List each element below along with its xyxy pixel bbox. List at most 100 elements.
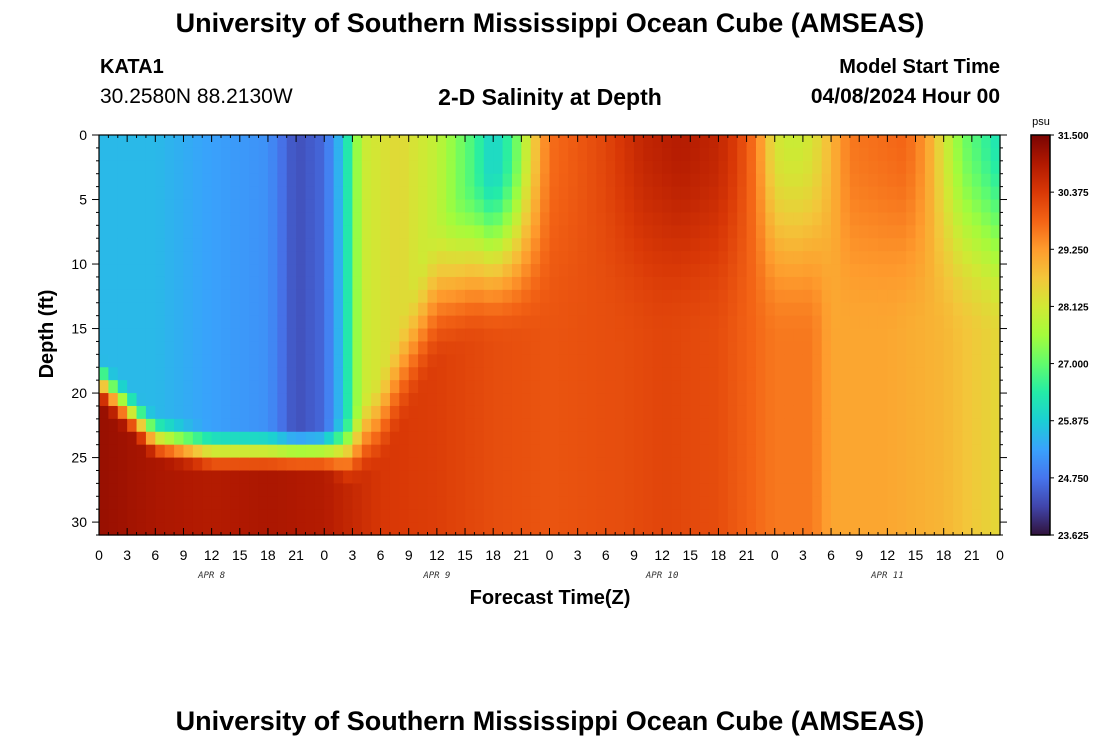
heatmap-cell bbox=[446, 302, 457, 317]
heatmap-cell bbox=[361, 173, 372, 188]
heatmap-cell bbox=[680, 405, 691, 420]
heatmap-cell bbox=[521, 186, 532, 201]
heatmap-cell bbox=[943, 367, 954, 381]
heatmap-cell bbox=[746, 160, 757, 175]
heatmap-cell bbox=[643, 238, 654, 252]
heatmap-cell bbox=[483, 418, 494, 433]
heatmap-cell bbox=[990, 315, 1001, 330]
heatmap-cell bbox=[971, 496, 982, 510]
heatmap-cell bbox=[821, 457, 832, 472]
heatmap-cell bbox=[981, 418, 992, 433]
heatmap-cell bbox=[812, 483, 823, 497]
heatmap-cell bbox=[277, 199, 288, 214]
heatmap-cell bbox=[971, 457, 982, 472]
heatmap-cell bbox=[765, 302, 776, 317]
heatmap-cell bbox=[408, 160, 419, 175]
heatmap-cell bbox=[793, 393, 804, 407]
heatmap-cell bbox=[934, 380, 945, 394]
heatmap-cell bbox=[108, 496, 119, 510]
heatmap-cell bbox=[455, 160, 466, 175]
heatmap-cell bbox=[117, 354, 128, 368]
heatmap-cell bbox=[633, 199, 644, 214]
heatmap-cell bbox=[680, 431, 691, 446]
heatmap-cell bbox=[906, 354, 917, 368]
heatmap-cell bbox=[286, 367, 297, 381]
heatmap-cell bbox=[718, 238, 729, 252]
heatmap-cell bbox=[877, 251, 888, 265]
heatmap-cell bbox=[155, 173, 166, 188]
heatmap-cell bbox=[352, 276, 363, 291]
heatmap-cell bbox=[746, 276, 757, 291]
heatmap-cell bbox=[587, 186, 598, 201]
heatmap-cell bbox=[305, 135, 316, 149]
heatmap-cell bbox=[671, 238, 682, 252]
heatmap-cell bbox=[943, 212, 954, 226]
x-tick-label: 9 bbox=[855, 547, 863, 563]
date-label: APR 11 bbox=[870, 571, 904, 581]
heatmap-cell bbox=[380, 251, 391, 265]
heatmap-cell bbox=[465, 302, 476, 317]
heatmap-cell bbox=[784, 289, 795, 304]
heatmap-cell bbox=[145, 328, 156, 343]
heatmap-cell bbox=[662, 405, 673, 420]
heatmap-cell bbox=[605, 238, 616, 252]
heatmap-cell bbox=[587, 341, 598, 355]
heatmap-cell bbox=[418, 225, 429, 239]
heatmap-cell bbox=[352, 483, 363, 497]
heatmap-cell bbox=[765, 457, 776, 472]
heatmap-cell bbox=[859, 470, 870, 484]
heatmap-cell bbox=[896, 418, 907, 433]
heatmap-cell bbox=[671, 289, 682, 304]
heatmap-cell bbox=[709, 418, 720, 433]
heatmap-cell bbox=[249, 496, 260, 510]
heatmap-cell bbox=[155, 276, 166, 291]
heatmap-cell bbox=[680, 444, 691, 459]
heatmap-cell bbox=[511, 341, 522, 355]
heatmap-cell bbox=[145, 418, 156, 433]
heatmap-cell bbox=[314, 173, 325, 188]
heatmap-cell bbox=[746, 289, 757, 304]
heatmap-cell bbox=[718, 431, 729, 446]
heatmap-cell bbox=[192, 354, 203, 368]
heatmap-cell bbox=[831, 147, 842, 162]
heatmap-cell bbox=[633, 225, 644, 239]
heatmap-cell bbox=[296, 354, 307, 368]
heatmap-cell bbox=[690, 328, 701, 343]
heatmap-cell bbox=[286, 302, 297, 317]
heatmap-cell bbox=[953, 367, 964, 381]
heatmap-cell bbox=[221, 367, 231, 381]
heatmap-cell bbox=[971, 483, 982, 497]
heatmap-cell bbox=[202, 431, 213, 446]
heatmap-cell bbox=[765, 393, 776, 407]
heatmap-cell bbox=[859, 135, 870, 149]
heatmap-cell bbox=[540, 431, 551, 446]
heatmap-cell bbox=[699, 496, 710, 510]
heatmap-cell bbox=[136, 302, 147, 317]
heatmap-cell bbox=[249, 315, 260, 330]
heatmap-cell bbox=[793, 328, 804, 343]
heatmap-cell bbox=[305, 173, 316, 188]
heatmap-cell bbox=[127, 431, 138, 446]
heatmap-cell bbox=[643, 522, 654, 536]
heatmap-cell bbox=[831, 328, 842, 343]
heatmap-cell bbox=[859, 315, 870, 330]
heatmap-cell bbox=[221, 264, 231, 278]
heatmap-cell bbox=[286, 341, 297, 355]
heatmap-cell bbox=[953, 186, 964, 201]
heatmap-cell bbox=[727, 341, 738, 355]
heatmap-cell bbox=[361, 457, 372, 472]
heatmap-cell bbox=[380, 315, 391, 330]
heatmap-cell bbox=[314, 147, 325, 162]
heatmap-cell bbox=[305, 405, 316, 420]
x-tick-label: 9 bbox=[405, 547, 413, 563]
heatmap-cell bbox=[643, 496, 654, 510]
heatmap-cell bbox=[333, 393, 344, 407]
heatmap-cell bbox=[906, 483, 917, 497]
heatmap-cell bbox=[502, 289, 513, 304]
heatmap-cell bbox=[943, 509, 954, 523]
heatmap-cell bbox=[859, 212, 870, 226]
heatmap-cell bbox=[971, 225, 982, 239]
heatmap-cell bbox=[108, 264, 119, 278]
heatmap-cell bbox=[924, 238, 935, 252]
heatmap-cell bbox=[699, 315, 710, 330]
